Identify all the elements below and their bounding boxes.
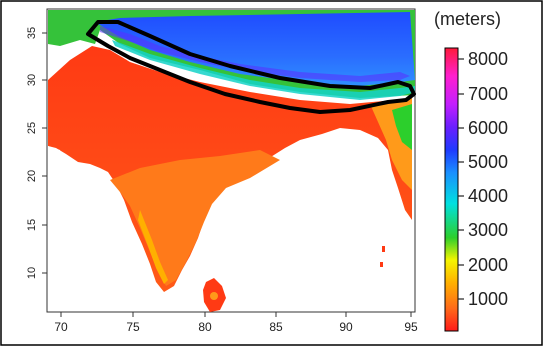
island-speck-1 — [382, 246, 385, 252]
x-tick-label: 90 — [339, 320, 353, 334]
plateau-edge-fringe — [112, 40, 415, 100]
terrain-layer — [48, 10, 415, 312]
x-tick-label: 95 — [404, 320, 418, 334]
northeast-green-patch — [392, 104, 412, 150]
x-tick-label: 70 — [54, 320, 68, 334]
x-axis: 70 75 80 85 90 95 — [54, 312, 418, 334]
colorbar-tick-label: 8000 — [468, 49, 508, 69]
colorbar-legend: (meters) 8000 7000 6000 5000 4000 3000 2… — [434, 9, 508, 332]
y-tick-label: 15 — [26, 219, 38, 231]
sri-lanka-highlands — [210, 292, 218, 300]
himalaya-outline — [86, 20, 416, 114]
colorbar-gradient — [444, 47, 459, 332]
y-tick-label: 35 — [26, 27, 38, 39]
colorbar-tick-label: 6000 — [468, 118, 508, 138]
colorbar-tick-label: 1000 — [468, 289, 508, 309]
x-tick-label: 75 — [126, 320, 140, 334]
gulf-notch — [48, 146, 62, 162]
y-tick-label: 30 — [26, 74, 38, 86]
y-tick-label: 25 — [26, 122, 38, 134]
tibetan-plateau-region — [95, 12, 415, 86]
x-tick-label: 80 — [198, 320, 212, 334]
island-speck-2 — [380, 262, 383, 267]
colorbar-tick-label: 3000 — [468, 220, 508, 240]
western-ghats-region — [138, 210, 168, 284]
x-tick-label: 85 — [269, 320, 283, 334]
colorbar-tick-label: 2000 — [468, 255, 508, 275]
colorbar-tick-label: 4000 — [468, 186, 508, 206]
y-tick-label: 10 — [26, 267, 38, 279]
colorbar-tick-label: 7000 — [468, 84, 508, 104]
y-tick-label: 20 — [26, 170, 38, 182]
colorbar-unit-label: (meters) — [434, 9, 501, 29]
colorbar-tick-label: 5000 — [468, 152, 508, 172]
y-axis: 35 30 25 20 15 10 — [26, 27, 47, 279]
